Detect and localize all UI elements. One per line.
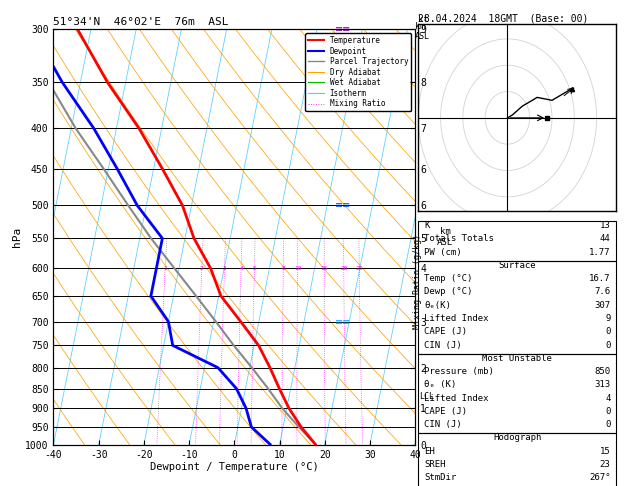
Text: 0: 0 — [605, 407, 611, 416]
Text: 267°: 267° — [589, 473, 611, 482]
Text: Lifted Index: Lifted Index — [424, 314, 489, 323]
Text: ≡≡: ≡≡ — [335, 316, 351, 327]
Text: 4: 4 — [605, 394, 611, 402]
Text: LCL: LCL — [420, 392, 434, 401]
Text: CAPE (J): CAPE (J) — [424, 407, 467, 416]
Bar — [418, 354, 616, 434]
Text: StmDir: StmDir — [424, 473, 457, 482]
Text: 5: 5 — [252, 266, 256, 271]
Text: 20: 20 — [340, 266, 347, 271]
Text: CIN (J): CIN (J) — [424, 341, 462, 349]
Text: 307: 307 — [594, 301, 611, 310]
Text: 15: 15 — [599, 447, 611, 456]
Text: 10: 10 — [294, 266, 301, 271]
Text: θₑ (K): θₑ (K) — [424, 381, 457, 389]
Text: 1.77: 1.77 — [589, 248, 611, 257]
Text: kt: kt — [418, 15, 429, 24]
X-axis label: Dewpoint / Temperature (°C): Dewpoint / Temperature (°C) — [150, 462, 319, 472]
Text: 4: 4 — [239, 266, 243, 271]
Text: 25: 25 — [355, 266, 363, 271]
Legend: Temperature, Dewpoint, Parcel Trajectory, Dry Adiabat, Wet Adiabat, Isotherm, Mi: Temperature, Dewpoint, Parcel Trajectory… — [305, 33, 411, 111]
Text: 313: 313 — [594, 381, 611, 389]
Text: Surface: Surface — [499, 261, 536, 270]
Text: 15: 15 — [320, 266, 328, 271]
Text: 0: 0 — [605, 420, 611, 429]
Text: 0: 0 — [605, 341, 611, 349]
Y-axis label: km
ASL: km ASL — [437, 227, 454, 246]
Text: Totals Totals: Totals Totals — [424, 234, 494, 243]
Text: 7.6: 7.6 — [594, 288, 611, 296]
Text: 44: 44 — [599, 234, 611, 243]
Text: Temp (°C): Temp (°C) — [424, 274, 472, 283]
Text: EH: EH — [424, 447, 435, 456]
Text: km
ASL: km ASL — [415, 22, 430, 41]
Text: 3: 3 — [223, 266, 226, 271]
Text: 28.04.2024  18GMT  (Base: 00): 28.04.2024 18GMT (Base: 00) — [418, 14, 589, 24]
Text: SREH: SREH — [424, 460, 446, 469]
Text: 51°34'N  46°02'E  76m  ASL: 51°34'N 46°02'E 76m ASL — [53, 17, 229, 27]
Bar — [418, 434, 616, 486]
Bar — [418, 261, 616, 354]
Text: 23: 23 — [599, 460, 611, 469]
Text: 16.7: 16.7 — [589, 274, 611, 283]
Text: CIN (J): CIN (J) — [424, 420, 462, 429]
Text: Pressure (mb): Pressure (mb) — [424, 367, 494, 376]
Text: ≡≡: ≡≡ — [335, 200, 351, 210]
Bar — [418, 221, 616, 261]
Text: θₑ(K): θₑ(K) — [424, 301, 451, 310]
Text: 8: 8 — [281, 266, 285, 271]
Text: Dewp (°C): Dewp (°C) — [424, 288, 472, 296]
Y-axis label: hPa: hPa — [13, 227, 22, 247]
Text: ≡≡: ≡≡ — [335, 24, 351, 34]
Text: PW (cm): PW (cm) — [424, 248, 462, 257]
Text: Hodograph: Hodograph — [493, 434, 542, 442]
Text: 13: 13 — [599, 221, 611, 230]
Text: 9: 9 — [605, 314, 611, 323]
Text: K: K — [424, 221, 430, 230]
Text: 2: 2 — [200, 266, 204, 271]
Text: CAPE (J): CAPE (J) — [424, 327, 467, 336]
Text: Lifted Index: Lifted Index — [424, 394, 489, 402]
Text: Most Unstable: Most Unstable — [482, 354, 552, 363]
Text: 0: 0 — [605, 327, 611, 336]
Text: Mixing Ratio (g/kg): Mixing Ratio (g/kg) — [413, 234, 422, 330]
Text: 850: 850 — [594, 367, 611, 376]
Text: 1: 1 — [164, 266, 167, 271]
